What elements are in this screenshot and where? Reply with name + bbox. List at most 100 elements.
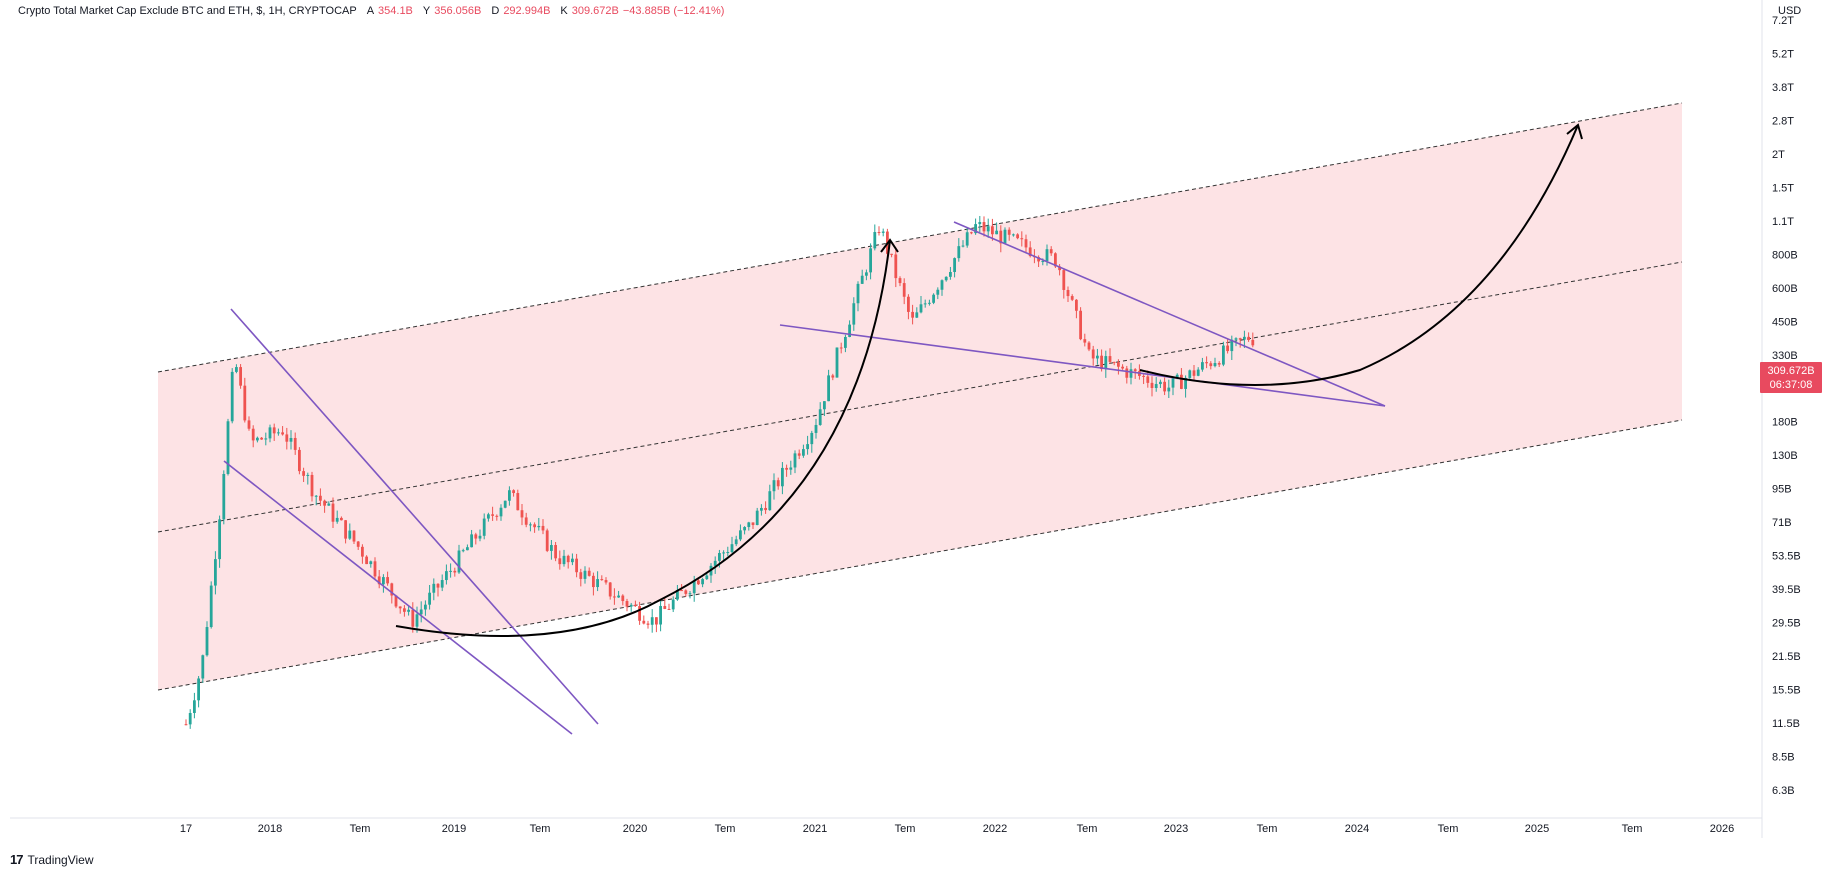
candle-body bbox=[1024, 239, 1028, 248]
candle-body bbox=[1079, 310, 1082, 340]
candle-body bbox=[365, 556, 368, 565]
candle-body bbox=[508, 490, 511, 501]
price-tick-label: 800B bbox=[1772, 249, 1798, 261]
candle-body bbox=[1117, 362, 1120, 367]
candle-body bbox=[193, 700, 196, 714]
brand-name: TradingView bbox=[27, 852, 94, 867]
candle-body bbox=[1146, 376, 1150, 383]
time-tick-label: 17 bbox=[180, 823, 192, 835]
candle-body bbox=[684, 590, 688, 594]
candle-body bbox=[1209, 363, 1213, 367]
candle-body bbox=[1159, 381, 1162, 385]
candle-body bbox=[928, 302, 931, 304]
candle-body bbox=[1180, 374, 1183, 389]
candle-body bbox=[197, 678, 200, 701]
candle-body bbox=[453, 570, 457, 573]
candle-body bbox=[487, 514, 490, 519]
candle-body bbox=[781, 467, 784, 487]
candle-body bbox=[251, 428, 255, 441]
price-tick-label: 1.1T bbox=[1772, 216, 1794, 228]
candle-body bbox=[1226, 345, 1229, 352]
candle-body bbox=[898, 278, 902, 284]
candle-body bbox=[377, 576, 381, 585]
candle-body bbox=[852, 303, 856, 325]
candle-body bbox=[449, 570, 452, 572]
price-tick-label: 15.5B bbox=[1772, 685, 1801, 697]
candle-body bbox=[1222, 345, 1225, 365]
candle-body bbox=[411, 609, 415, 627]
candle-body bbox=[881, 231, 885, 233]
candle-body bbox=[676, 590, 679, 600]
candle-body bbox=[621, 595, 625, 602]
wedge-2022-upper-line[interactable] bbox=[953, 221, 1386, 407]
candle-body bbox=[264, 438, 268, 440]
time-tick-label: 2022 bbox=[983, 823, 1007, 835]
candle-body bbox=[1062, 270, 1066, 290]
candle-body bbox=[1167, 387, 1171, 392]
candle-body bbox=[512, 490, 515, 494]
candle-body bbox=[327, 503, 331, 506]
candle-body bbox=[625, 601, 629, 607]
last-price-value: 309.672B bbox=[1767, 365, 1815, 377]
candle-body bbox=[705, 575, 709, 580]
candle-body bbox=[701, 579, 704, 585]
candle-body bbox=[634, 604, 637, 607]
candle-body bbox=[957, 246, 961, 259]
candle-body bbox=[545, 530, 549, 551]
candle-body bbox=[474, 534, 478, 539]
candle-body bbox=[415, 614, 419, 627]
candle-body bbox=[1045, 249, 1049, 262]
candle-body bbox=[608, 582, 612, 597]
high-label: Y bbox=[422, 5, 431, 17]
brand-footer[interactable]: 17 TradingView bbox=[10, 852, 94, 867]
wedge-2022-lower-line[interactable] bbox=[779, 324, 1386, 407]
currency-label: USD bbox=[1778, 5, 1801, 17]
candle-body bbox=[1184, 377, 1187, 389]
tradingview-logo-icon: 17 bbox=[10, 852, 24, 867]
candle-body bbox=[818, 409, 822, 425]
candle-body bbox=[298, 449, 301, 472]
channel-lower-line bbox=[157, 419, 1683, 691]
candle-body bbox=[680, 590, 683, 592]
candle-body bbox=[785, 467, 788, 470]
candle-body bbox=[659, 606, 662, 625]
candle-body bbox=[768, 491, 772, 511]
candle-body bbox=[386, 577, 389, 584]
candle-body bbox=[541, 525, 545, 531]
candle-body bbox=[810, 432, 814, 445]
price-tick-label: 6.3B bbox=[1772, 785, 1795, 797]
candle-body bbox=[772, 480, 776, 492]
candle-body bbox=[1104, 356, 1108, 370]
candle-body bbox=[1234, 338, 1238, 340]
candle-body bbox=[655, 617, 658, 625]
candle-body bbox=[734, 539, 738, 545]
time-tick-label: Tem bbox=[1622, 823, 1643, 835]
time-tick-label: Tem bbox=[1077, 823, 1098, 835]
time-tick-label: 2019 bbox=[442, 823, 466, 835]
candle-body bbox=[1201, 362, 1204, 370]
projection-curve-2019-2021[interactable] bbox=[395, 239, 891, 638]
candle-body bbox=[1020, 238, 1024, 240]
low-label: D bbox=[491, 5, 500, 17]
price-tick-label: 3.8T bbox=[1772, 82, 1794, 94]
time-tick-label: Tem bbox=[715, 823, 736, 835]
price-tick-label: 7.2T bbox=[1772, 15, 1794, 27]
candle-body bbox=[915, 312, 919, 318]
candle-body bbox=[1196, 369, 1200, 376]
candle-body bbox=[1012, 234, 1015, 236]
candle-body bbox=[373, 561, 377, 577]
candle-body bbox=[1066, 289, 1070, 297]
candle-body bbox=[285, 434, 289, 442]
price-tick-label: 95B bbox=[1772, 484, 1792, 496]
low-value: 292.994B bbox=[503, 5, 551, 17]
projection-curve-2023-2025[interactable] bbox=[1139, 124, 1579, 386]
candle-body bbox=[907, 296, 910, 312]
candle-body bbox=[1129, 369, 1133, 378]
candle-body bbox=[398, 606, 402, 609]
candle-body bbox=[587, 570, 591, 576]
wedge-2018-upper-line[interactable] bbox=[230, 308, 599, 725]
candle-body bbox=[760, 507, 763, 511]
wedge-2018-lower-line[interactable] bbox=[223, 460, 573, 735]
